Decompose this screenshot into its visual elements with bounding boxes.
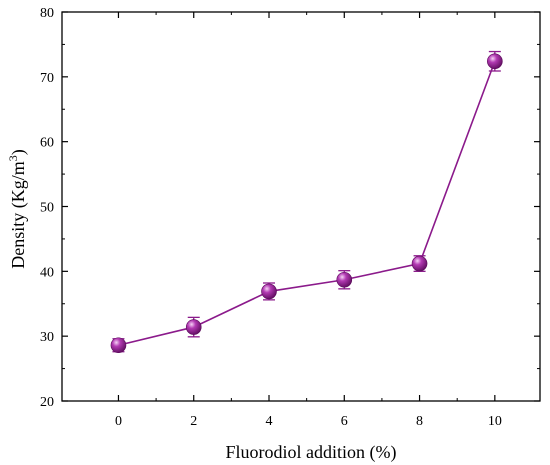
- data-point: [261, 283, 277, 300]
- x-axis-title: Fluorodiol addition (%): [226, 442, 397, 463]
- x-tick-label: 6: [341, 414, 348, 429]
- series-line: [118, 60, 496, 347]
- y-tick-label: 70: [40, 71, 54, 86]
- data-point: [411, 255, 428, 272]
- data-point: [110, 337, 127, 354]
- y-axis-title: Density (Kg/m3): [6, 149, 29, 269]
- series-layer: [110, 50, 503, 354]
- data-point: [336, 271, 353, 288]
- x-tick-label: 8: [416, 414, 423, 429]
- x-tick-label: 2: [190, 414, 197, 429]
- y-tick-label: 50: [40, 201, 54, 216]
- y-tick-label: 30: [40, 330, 54, 345]
- plot-frame: [61, 11, 541, 402]
- y-tick-label: 40: [40, 265, 54, 280]
- data-point: [487, 53, 503, 70]
- y-tick-label: 80: [40, 6, 54, 21]
- y-axis-ticks: 20 30 40 50 60 70 80: [40, 6, 540, 410]
- x-axis-ticks: 0 2 4 6 8 10: [115, 12, 502, 429]
- x-tick-label: 0: [115, 414, 122, 429]
- x-tick-label: 4: [266, 414, 273, 429]
- y-tick-label: 20: [40, 395, 54, 410]
- data-point: [185, 319, 202, 335]
- y-tick-label: 60: [40, 136, 54, 151]
- x-tick-label: 10: [488, 414, 502, 429]
- plot-border: [61, 11, 541, 402]
